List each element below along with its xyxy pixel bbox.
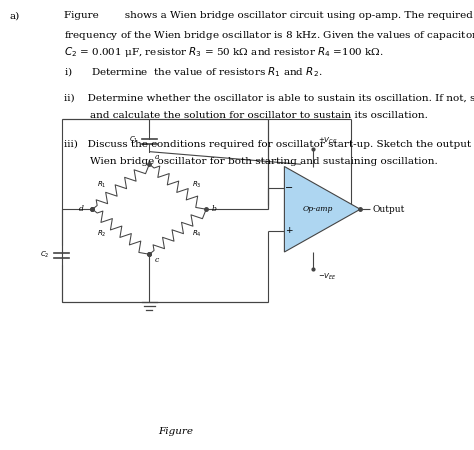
Text: Wien bridge oscillator for both starting and sustaining oscillation.: Wien bridge oscillator for both starting…: [64, 157, 438, 166]
Text: ii)    Determine whether the oscillator is able to sustain its oscillation. If n: ii) Determine whether the oscillator is …: [64, 94, 474, 103]
Text: Op-amp: Op-amp: [302, 205, 333, 213]
Text: Figure        shows a Wien bridge oscillator circuit using op-amp. The required : Figure shows a Wien bridge oscillator ci…: [64, 11, 474, 20]
Text: $C_2$ = 0.001 μF, resistor $R_3$ = 50 kΩ and resistor $R_4$ =100 kΩ.: $C_2$ = 0.001 μF, resistor $R_3$ = 50 kΩ…: [64, 45, 384, 59]
Text: $+V_{CC}$: $+V_{CC}$: [318, 136, 337, 146]
Text: $-V_{EE}$: $-V_{EE}$: [318, 272, 337, 283]
Text: a: a: [155, 153, 159, 161]
Text: d: d: [79, 205, 84, 213]
Text: b: b: [212, 205, 217, 213]
Polygon shape: [284, 166, 360, 252]
Text: frequency of the Wien bridge oscillator is 8 kHz. Given the values of capacitors: frequency of the Wien bridge oscillator …: [64, 28, 474, 42]
Text: i)      Determine  the value of resistors $R_1$ and $R_2$.: i) Determine the value of resistors $R_1…: [64, 66, 322, 79]
Text: a): a): [9, 11, 20, 20]
Text: $R_2$: $R_2$: [97, 229, 107, 239]
Text: $R_3$: $R_3$: [192, 180, 201, 189]
Text: and calculate the solution for oscillator to sustain its oscillation.: and calculate the solution for oscillato…: [64, 111, 428, 120]
Text: $R_4$: $R_4$: [192, 229, 201, 239]
Text: $C_2$: $C_2$: [40, 250, 50, 261]
Text: +: +: [285, 226, 293, 235]
Text: −: −: [285, 183, 293, 193]
Text: Figure: Figure: [158, 427, 193, 436]
Text: c: c: [155, 256, 159, 265]
Text: iii)   Discuss the conditions required for oscillator start-up. Sketch the outpu: iii) Discuss the conditions required for…: [64, 140, 474, 149]
Text: $R_1$: $R_1$: [97, 180, 107, 189]
Text: $C_1$: $C_1$: [129, 135, 139, 144]
Text: Output: Output: [372, 205, 404, 214]
